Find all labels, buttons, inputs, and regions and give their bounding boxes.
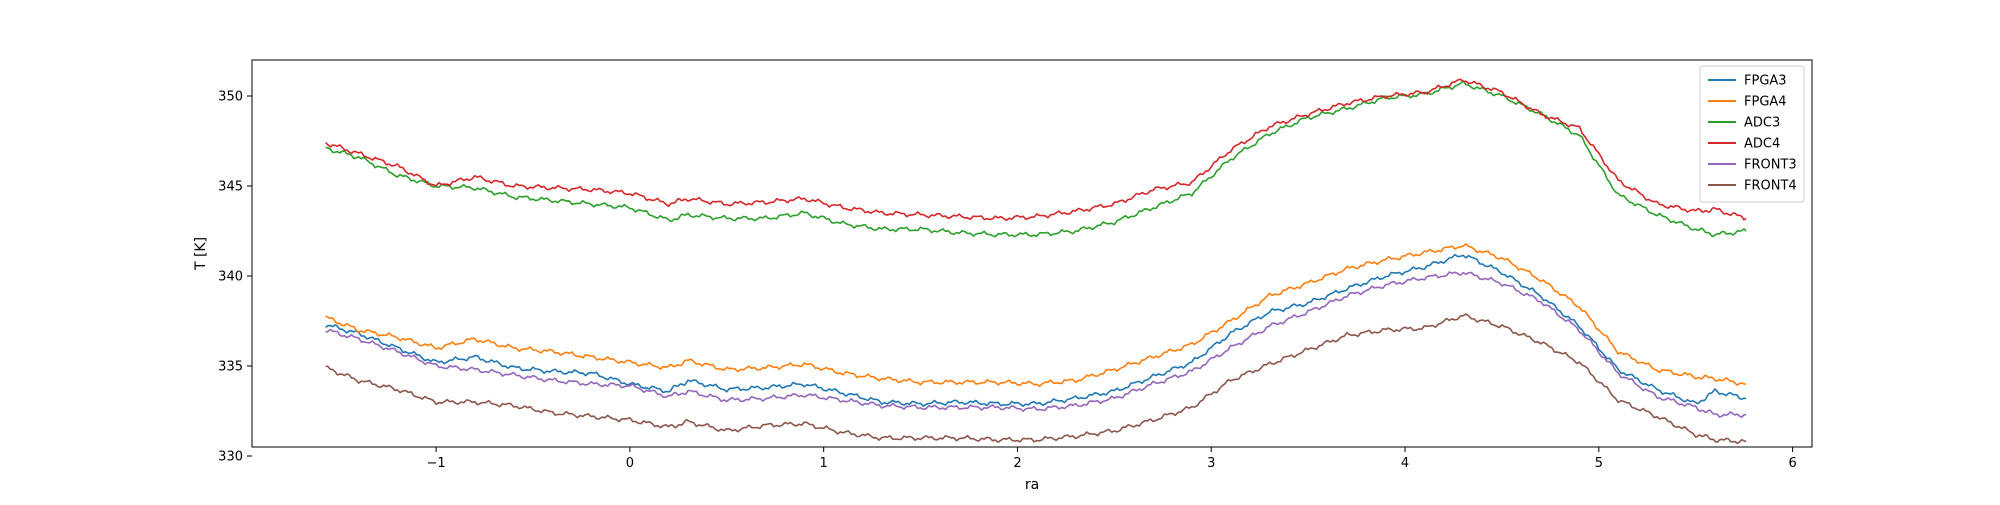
series-line-adc4: [325, 78, 1747, 221]
x-tick-label: 1: [820, 456, 828, 471]
series-line-fpga4: [325, 243, 1747, 388]
series-line-front4: [325, 313, 1747, 445]
x-tick-label: 0: [626, 456, 634, 471]
legend-label-front4: FRONT4: [1744, 179, 1797, 194]
series-lines: [325, 78, 1747, 445]
plot-frame: [251, 59, 1813, 448]
y-tick-label: 345: [218, 180, 243, 195]
legend: FPGA3 FPGA4 ADC3 ADC4 FRONT3 FRONT4: [1699, 65, 1805, 203]
legend-label-adc3: ADC3: [1744, 116, 1780, 131]
legend-label-adc4: ADC4: [1744, 137, 1780, 152]
x-tick-label: 6: [1788, 456, 1796, 471]
series-line-front3: [325, 271, 1747, 419]
x-tick-label: 5: [1595, 456, 1603, 471]
y-tick-label: 330: [218, 450, 243, 465]
x-tick-label: 3: [1207, 456, 1215, 471]
y-tick-label: 335: [218, 360, 243, 375]
series-line-adc3: [325, 80, 1747, 238]
x-tick-label: 2: [1013, 456, 1021, 471]
y-tick-label: 340: [218, 270, 243, 285]
legend-label-front3: FRONT3: [1744, 158, 1797, 173]
y-axis-label: T [K]: [193, 237, 209, 271]
x-axis-label: ra: [1025, 477, 1039, 493]
y-axis-ticks: 330 335 340 345 350: [218, 90, 252, 465]
x-axis-ticks: −1 0 1 2 3 4 5 6: [427, 447, 1797, 471]
legend-label-fpga3: FPGA3: [1744, 74, 1787, 89]
legend-label-fpga4: FPGA4: [1744, 95, 1787, 110]
x-tick-label: −1: [427, 456, 446, 471]
y-tick-label: 350: [218, 90, 243, 105]
x-tick-label: 4: [1401, 456, 1409, 471]
series-line-fpga3: [325, 253, 1747, 408]
